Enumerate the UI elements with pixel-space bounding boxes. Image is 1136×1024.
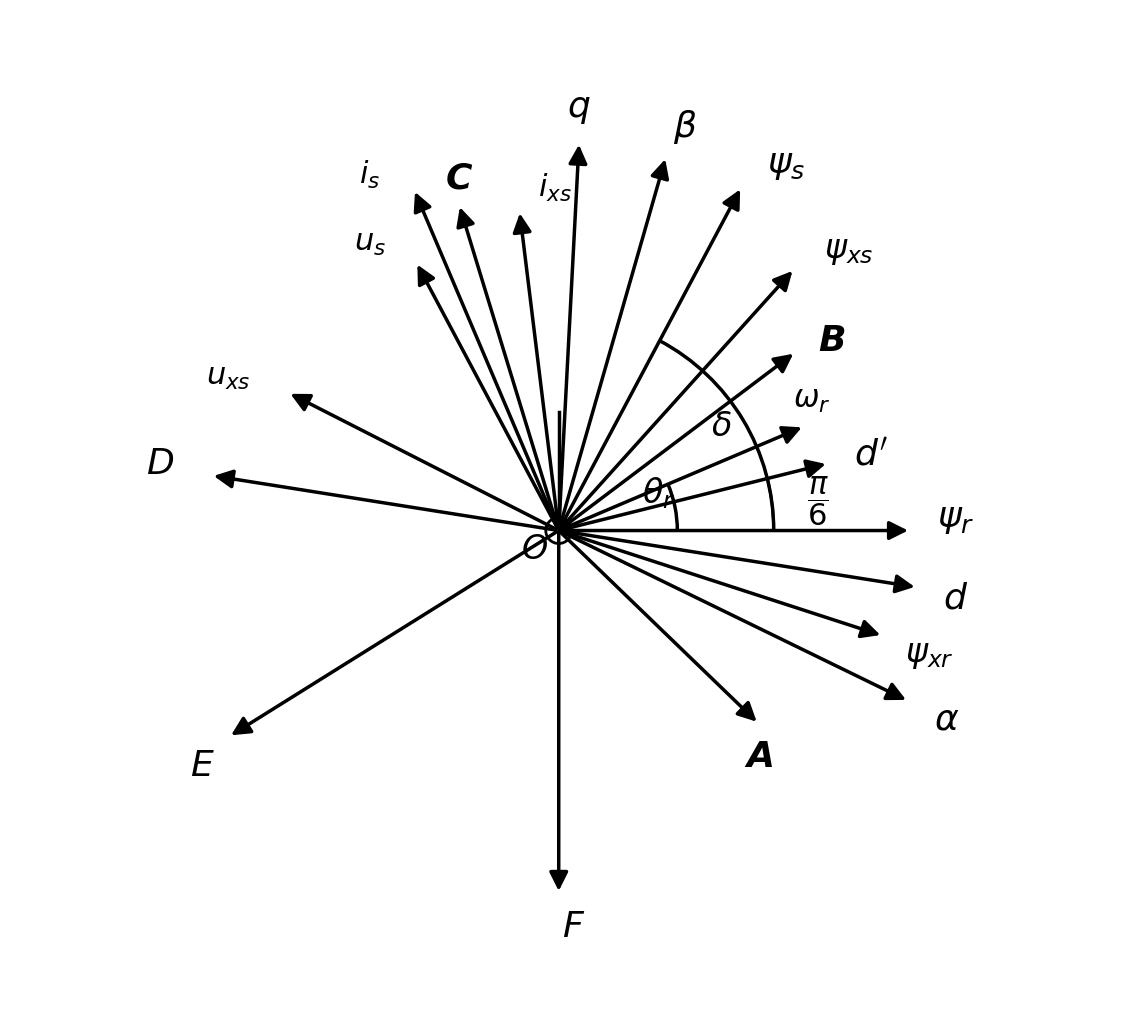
Text: $\boldsymbol{u_s}$: $\boldsymbol{u_s}$ [354, 229, 386, 258]
Text: $\dfrac{\pi}{6}$: $\dfrac{\pi}{6}$ [808, 474, 829, 527]
Text: $\boldsymbol{A}$: $\boldsymbol{A}$ [744, 740, 774, 774]
Text: $\boldsymbol{B}$: $\boldsymbol{B}$ [818, 324, 845, 358]
Text: $q$: $q$ [567, 91, 591, 126]
Text: $\boldsymbol{\psi_{xr}}$: $\boldsymbol{\psi_{xr}}$ [905, 638, 954, 671]
Text: $d'$: $d'$ [854, 439, 888, 473]
Text: $\boldsymbol{\psi_s}$: $\boldsymbol{\psi_s}$ [768, 147, 805, 181]
Text: $\theta_r$: $\theta_r$ [642, 475, 676, 511]
Text: $\boldsymbol{i_s}$: $\boldsymbol{i_s}$ [359, 159, 381, 190]
Text: $\boldsymbol{\psi_r}$: $\boldsymbol{\psi_r}$ [937, 503, 975, 537]
Text: $\boldsymbol{i_{xs}}$: $\boldsymbol{i_{xs}}$ [538, 172, 571, 205]
Text: $\boldsymbol{C}$: $\boldsymbol{C}$ [445, 162, 473, 196]
Text: O: O [521, 532, 548, 565]
Text: $\alpha$: $\alpha$ [935, 702, 960, 736]
Text: $\beta$: $\beta$ [673, 108, 696, 145]
Text: $F$: $F$ [562, 910, 585, 944]
Text: $E$: $E$ [191, 750, 215, 783]
Text: $\boldsymbol{\omega_r}$: $\boldsymbol{\omega_r}$ [793, 386, 830, 415]
Text: $d$: $d$ [943, 582, 969, 615]
Text: $\boldsymbol{u_{xs}}$: $\boldsymbol{u_{xs}}$ [207, 364, 251, 392]
Text: $D$: $D$ [145, 447, 174, 481]
Text: $\boldsymbol{\psi_{xs}}$: $\boldsymbol{\psi_{xs}}$ [824, 233, 874, 267]
Text: $\delta$: $\delta$ [711, 411, 733, 443]
